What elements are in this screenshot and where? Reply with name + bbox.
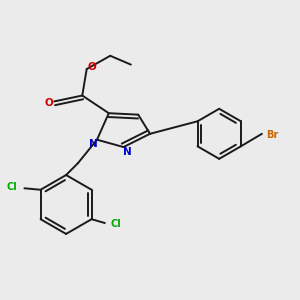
Text: O: O	[88, 62, 96, 72]
Text: Cl: Cl	[6, 182, 17, 192]
Text: O: O	[45, 98, 53, 108]
Text: Br: Br	[266, 130, 279, 140]
Text: N: N	[123, 147, 131, 157]
Text: N: N	[89, 140, 98, 149]
Text: Cl: Cl	[111, 220, 122, 230]
